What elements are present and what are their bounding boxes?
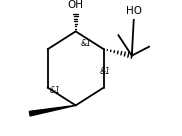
Text: &1: &1 [80,39,91,48]
Text: &1: &1 [99,67,110,76]
Text: &1: &1 [50,86,60,95]
Text: HO: HO [126,6,142,16]
Text: OH: OH [68,0,84,10]
Polygon shape [29,105,76,116]
